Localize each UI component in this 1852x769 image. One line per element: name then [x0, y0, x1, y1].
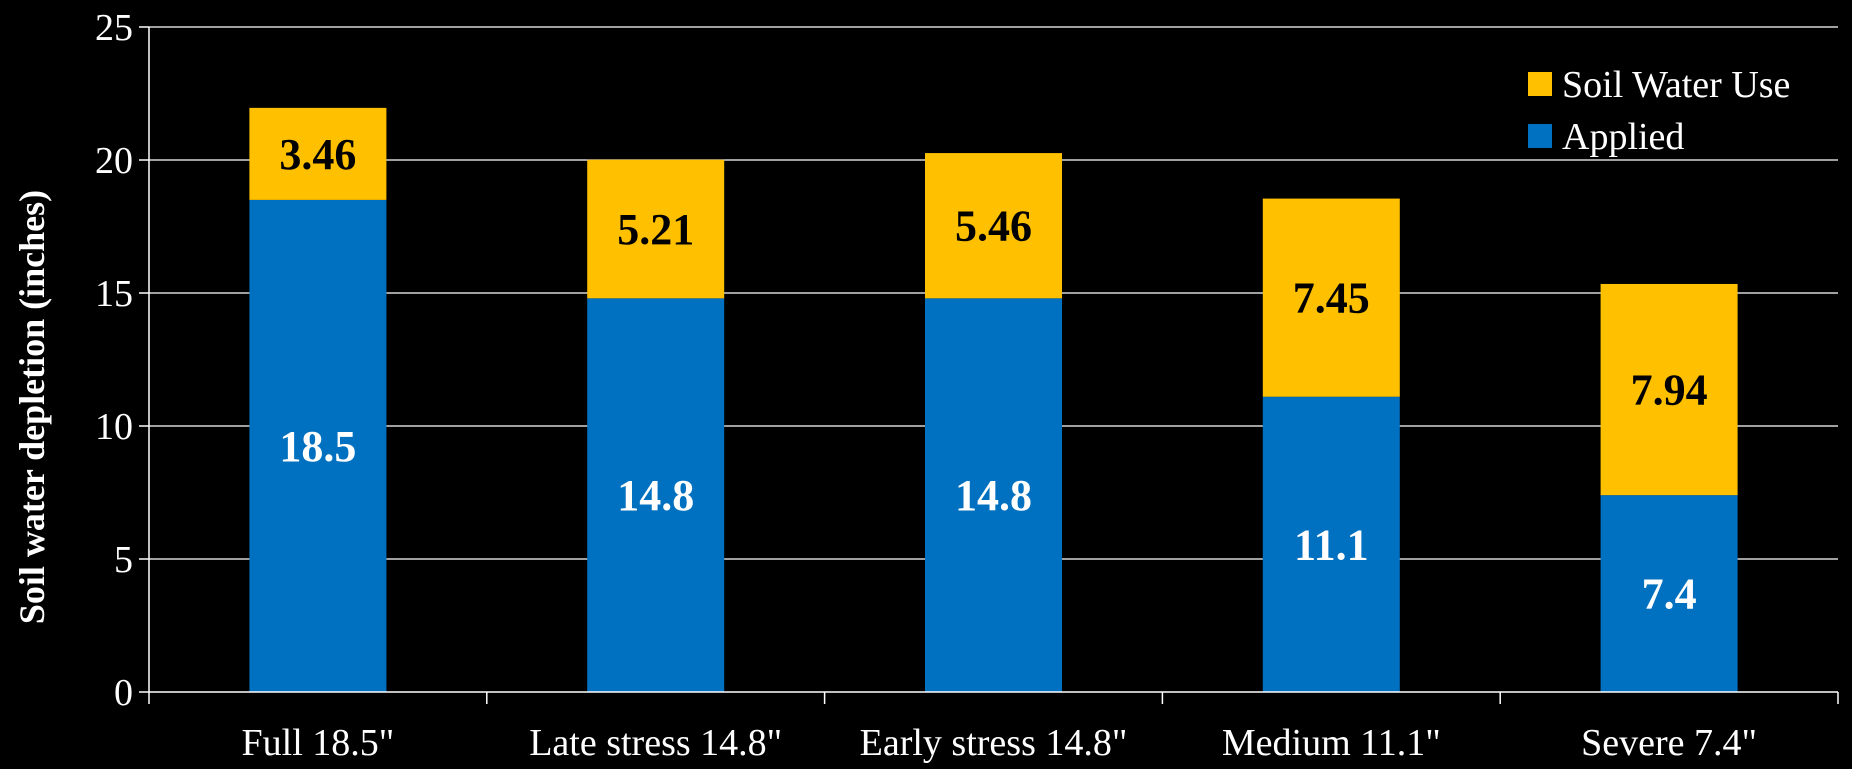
value-labels: 18.5 3.46 14.8 5.21 14.8 5.46 11.1 7.45 7.4 7.94 [279, 130, 1707, 619]
bar-soil-water-use [925, 153, 1062, 299]
bar-soil-water-use [587, 159, 725, 299]
data-label: 3.46 [279, 130, 356, 179]
data-label: 11.1 [1294, 520, 1369, 569]
data-label: 7.4 [1642, 570, 1697, 619]
x-tick-label: Severe 7.4" [1581, 722, 1757, 764]
data-label: 14.8 [617, 471, 694, 520]
bar-applied [1600, 495, 1738, 692]
y-tick-label: 20 [95, 140, 133, 182]
y-tick-label: 0 [114, 672, 133, 714]
legend-label: Applied [1562, 116, 1684, 158]
axes: 0 5 10 15 20 25 Full 18.5" Late stress 14.8" Ear… [95, 7, 1839, 764]
legend-swatch [1528, 124, 1552, 148]
data-label: 5.21 [617, 205, 694, 254]
data-label: 7.94 [1631, 366, 1708, 415]
x-tick-label: Early stress 14.8" [860, 722, 1128, 764]
x-tick-label: Late stress 14.8" [529, 722, 782, 764]
x-tick-label: Full 18.5" [242, 722, 395, 764]
data-label: 5.46 [955, 202, 1032, 251]
x-tick-label: Medium 11.1" [1222, 722, 1441, 764]
legend: Soil Water Use Applied [1528, 64, 1790, 158]
data-label: 7.45 [1293, 274, 1370, 323]
legend-swatch [1528, 72, 1552, 96]
bars [249, 107, 1738, 692]
data-label: 14.8 [955, 471, 1032, 520]
bar-soil-water-use [249, 107, 387, 200]
data-label: 18.5 [279, 422, 356, 471]
y-tick-label: 15 [95, 273, 133, 315]
y-axis-title: Soil water depletion (inches) [12, 190, 52, 624]
bar-applied [925, 298, 1062, 692]
y-tick-label: 5 [114, 539, 133, 581]
y-tick-label: 25 [95, 7, 133, 49]
bar-applied [249, 199, 387, 692]
bar-applied [1262, 396, 1400, 692]
y-tick-label: 10 [95, 406, 133, 448]
bar-soil-water-use [1262, 198, 1400, 397]
bar-applied [587, 298, 725, 692]
legend-label: Soil Water Use [1562, 64, 1790, 106]
bar-soil-water-use [1600, 283, 1738, 496]
